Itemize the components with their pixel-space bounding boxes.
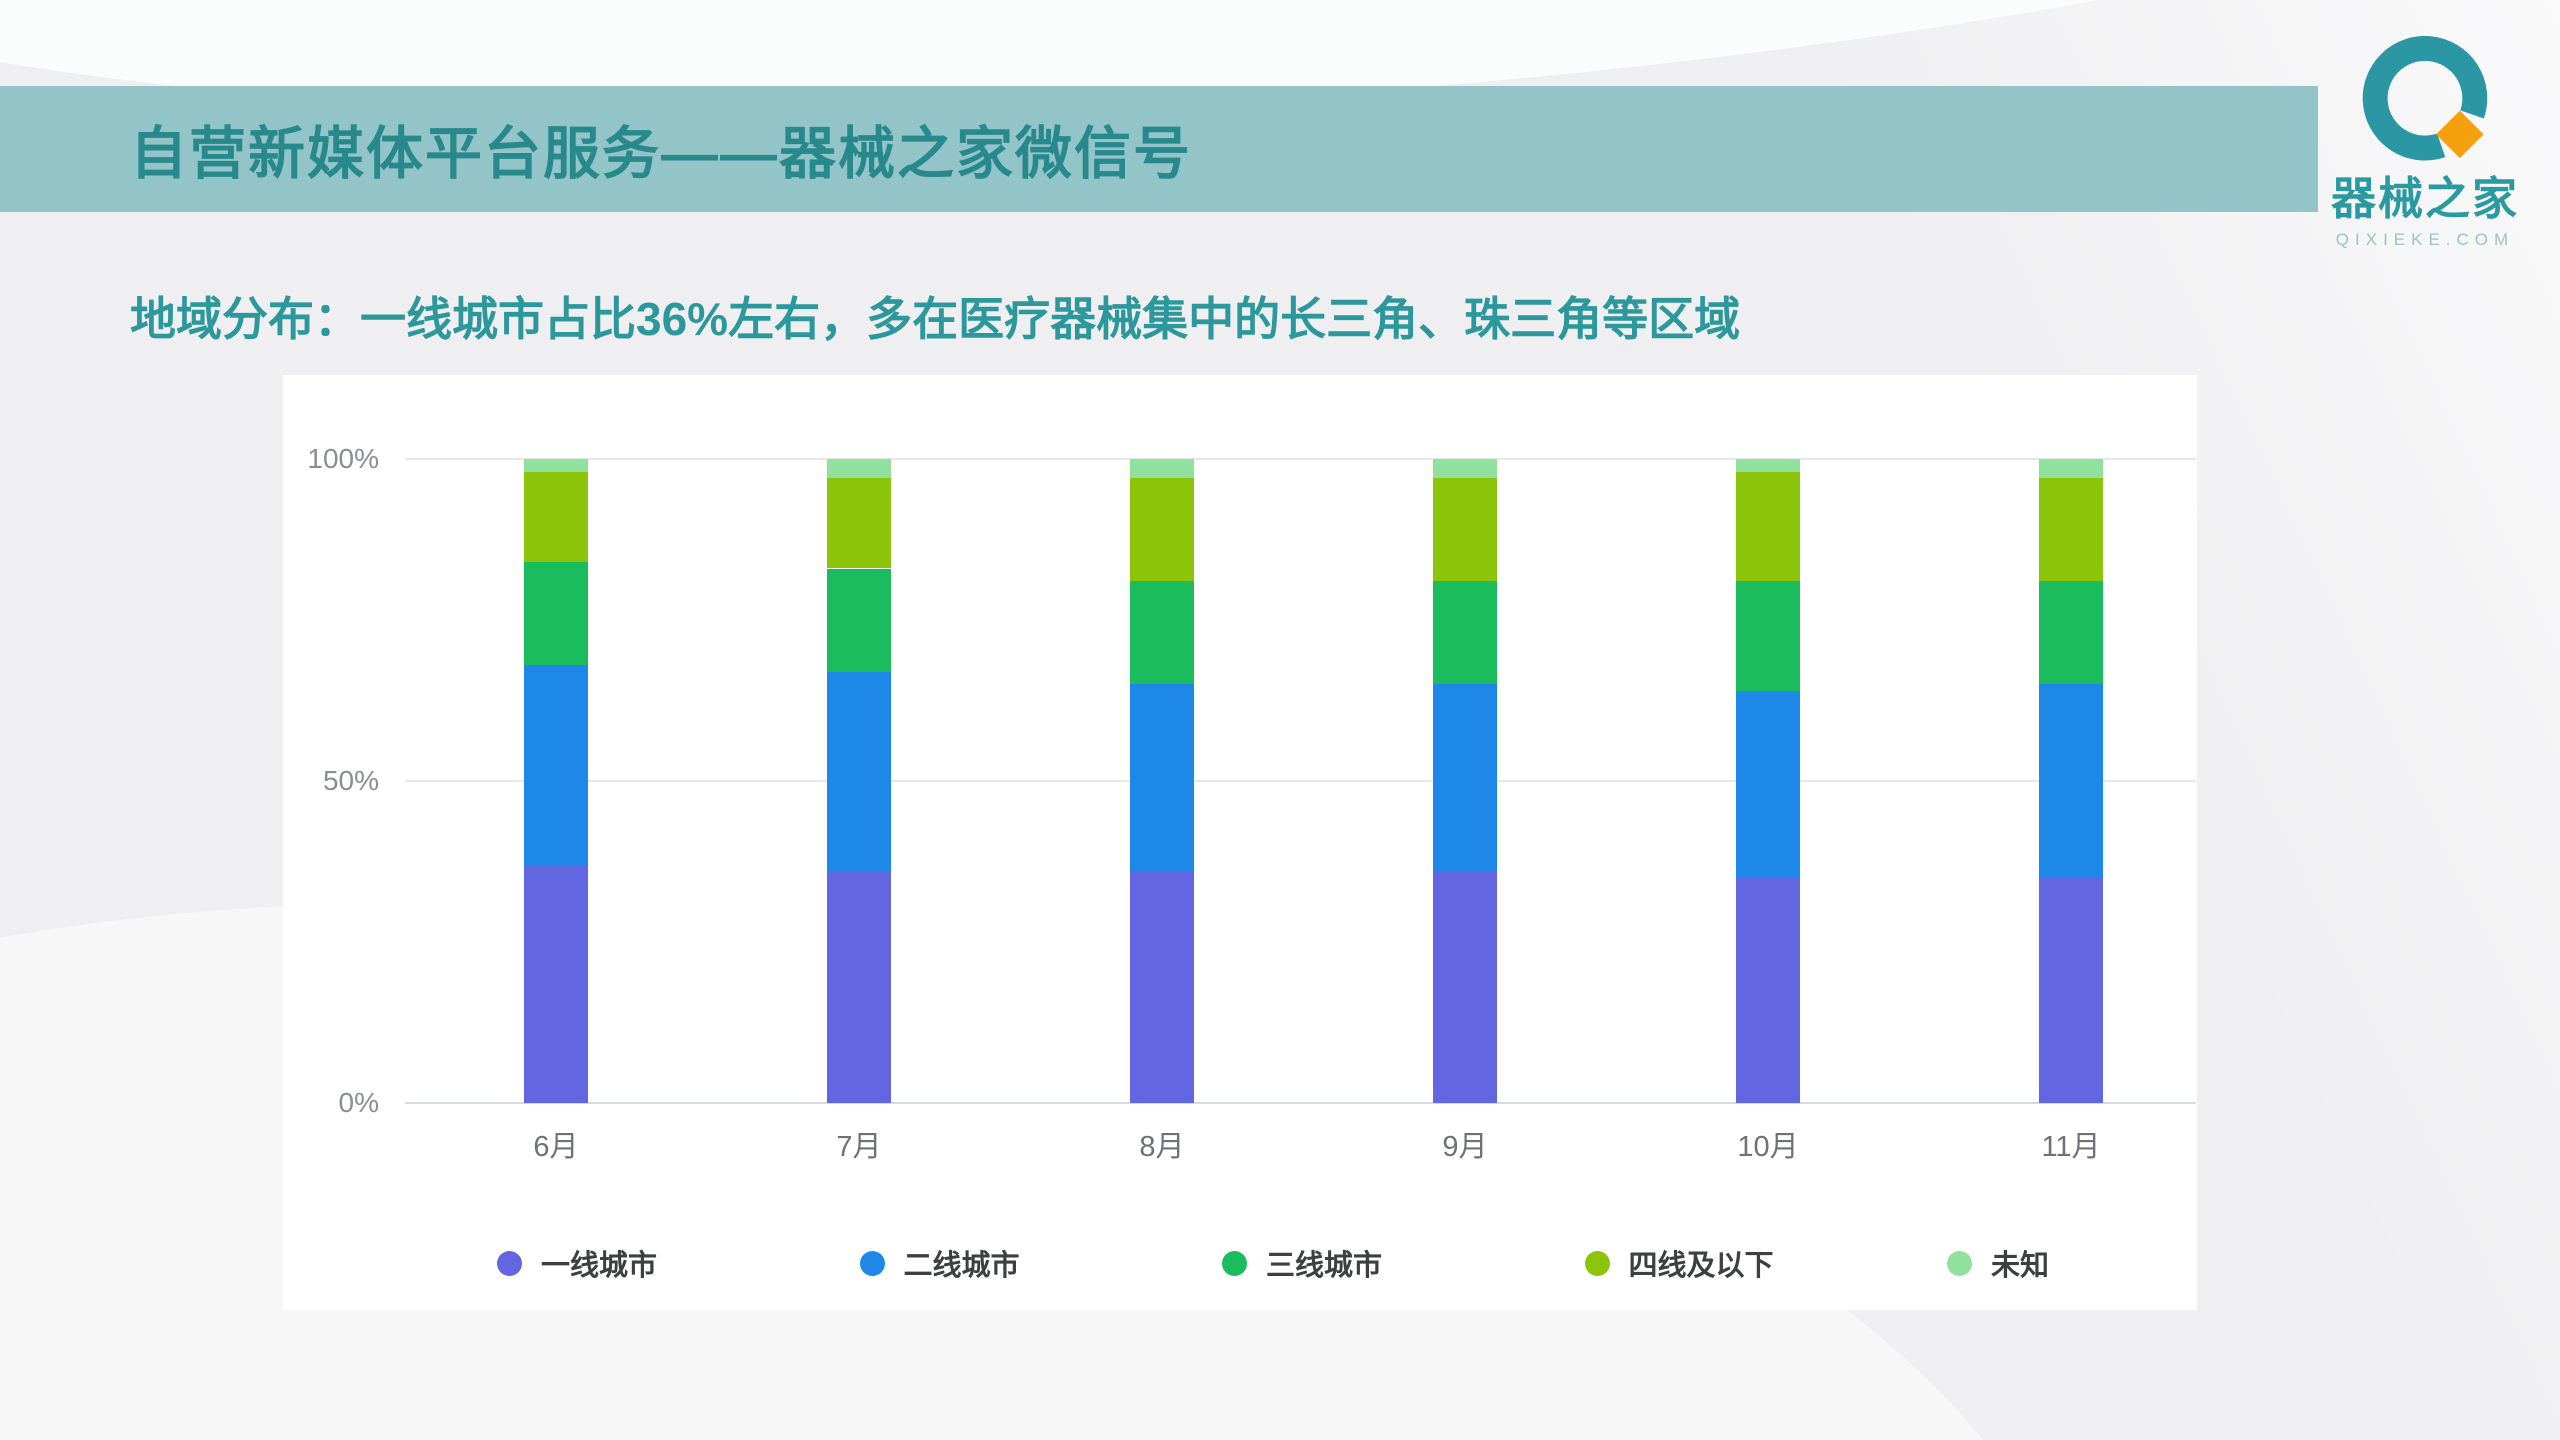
bar-segment-二线城市 xyxy=(1433,684,1497,872)
legend-item-三线城市: 三线城市 xyxy=(1222,1242,1382,1284)
bar-segment-四线及以下 xyxy=(1130,478,1194,582)
bar-segment-一线城市 xyxy=(1130,871,1194,1103)
logo-domain: QIXIEKE.COM xyxy=(2335,230,2515,249)
bar-segment-未知 xyxy=(1433,459,1497,479)
bar-segment-三线城市 xyxy=(1433,581,1497,685)
legend-dot-icon xyxy=(497,1250,522,1276)
legend-dot-icon xyxy=(1947,1250,1972,1276)
bar-11月 xyxy=(2039,459,2103,1103)
bar-segment-四线及以下 xyxy=(2039,478,2103,582)
logo-name: 器械之家 xyxy=(2330,173,2519,224)
bar-segment-一线城市 xyxy=(524,864,588,1103)
bar-segment-一线城市 xyxy=(1433,871,1497,1103)
bar-segment-四线及以下 xyxy=(524,471,588,563)
slide-title: 自营新媒体平台服务——器械之家微信号 xyxy=(130,122,1192,186)
x-tick-label: 10月 xyxy=(1737,1131,1799,1163)
brand-logo: 器械之家 QIXIEKE.COM xyxy=(2330,36,2520,250)
bar-segment-一线城市 xyxy=(2039,877,2103,1103)
bar-segment-二线城市 xyxy=(2039,684,2103,878)
legend-dot-icon xyxy=(859,1250,885,1276)
gridline-100% xyxy=(405,458,2196,460)
bar-segment-三线城市 xyxy=(827,568,891,672)
header-bar: 自营新媒体平台服务——器械之家微信号 xyxy=(0,86,2318,212)
legend-item-未知: 未知 xyxy=(1947,1242,2049,1284)
bar-segment-四线及以下 xyxy=(1433,478,1497,582)
bar-9月 xyxy=(1433,459,1497,1103)
legend-dot-icon xyxy=(1222,1250,1247,1276)
bar-segment-二线城市 xyxy=(1736,690,1800,878)
legend-dot-icon xyxy=(1584,1250,1610,1276)
bar-segment-未知 xyxy=(524,459,588,472)
legend-label: 四线及以下 xyxy=(1628,1250,1774,1282)
bar-8月 xyxy=(1130,459,1194,1103)
bar-segment-二线城市 xyxy=(524,665,588,865)
bar-segment-三线城市 xyxy=(1736,581,1800,691)
bar-segment-三线城市 xyxy=(1130,581,1194,685)
legend-item-二线城市: 二线城市 xyxy=(859,1242,1020,1284)
gridline-50% xyxy=(405,780,2196,782)
bar-segment-未知 xyxy=(1736,459,1800,472)
x-tick-label: 7月 xyxy=(836,1131,882,1163)
section-heading: 地域分布：一线城市占比36%左右，多在医疗器械集中的长三角、珠三角等区域 xyxy=(130,293,1741,345)
bar-segment-未知 xyxy=(827,459,891,479)
legend-label: 二线城市 xyxy=(903,1250,1020,1282)
bar-segment-四线及以下 xyxy=(1736,471,1800,582)
logo-q-icon xyxy=(2362,36,2488,161)
y-tick-label: 100% xyxy=(307,443,379,474)
bar-segment-二线城市 xyxy=(1130,684,1194,872)
x-tick-label: 11月 xyxy=(2041,1131,2101,1163)
y-tick-label: 50% xyxy=(322,765,379,796)
bar-segment-二线城市 xyxy=(827,671,891,872)
bar-10月 xyxy=(1736,459,1800,1103)
bar-segment-三线城市 xyxy=(2039,581,2103,685)
bar-6月 xyxy=(524,459,588,1103)
bar-segment-四线及以下 xyxy=(827,478,891,569)
stacked-bar-chart: 0% 50% 100% 6月 7月 8月 9月 10月 11月 一线城市 二线城市 三线城市 四线及… xyxy=(283,375,2197,1310)
legend-item-一线城市: 一线城市 xyxy=(497,1242,657,1284)
bar-segment-一线城市 xyxy=(1736,877,1800,1103)
bar-segment-一线城市 xyxy=(827,871,891,1103)
legend-label: 未知 xyxy=(1991,1250,2050,1282)
gridline-0% xyxy=(405,1102,2196,1104)
bar-7月 xyxy=(827,459,891,1103)
x-tick-label: 8月 xyxy=(1139,1131,1185,1163)
y-tick-label: 0% xyxy=(338,1087,379,1118)
bar-segment-三线城市 xyxy=(524,562,588,666)
bar-segment-未知 xyxy=(2039,459,2103,479)
legend-label: 一线城市 xyxy=(541,1250,658,1282)
legend-label: 三线城市 xyxy=(1266,1250,1383,1282)
x-tick-label: 9月 xyxy=(1442,1131,1488,1163)
bar-segment-未知 xyxy=(1130,459,1194,479)
x-tick-label: 6月 xyxy=(533,1131,579,1163)
legend-item-四线及以下: 四线及以下 xyxy=(1584,1242,1774,1284)
